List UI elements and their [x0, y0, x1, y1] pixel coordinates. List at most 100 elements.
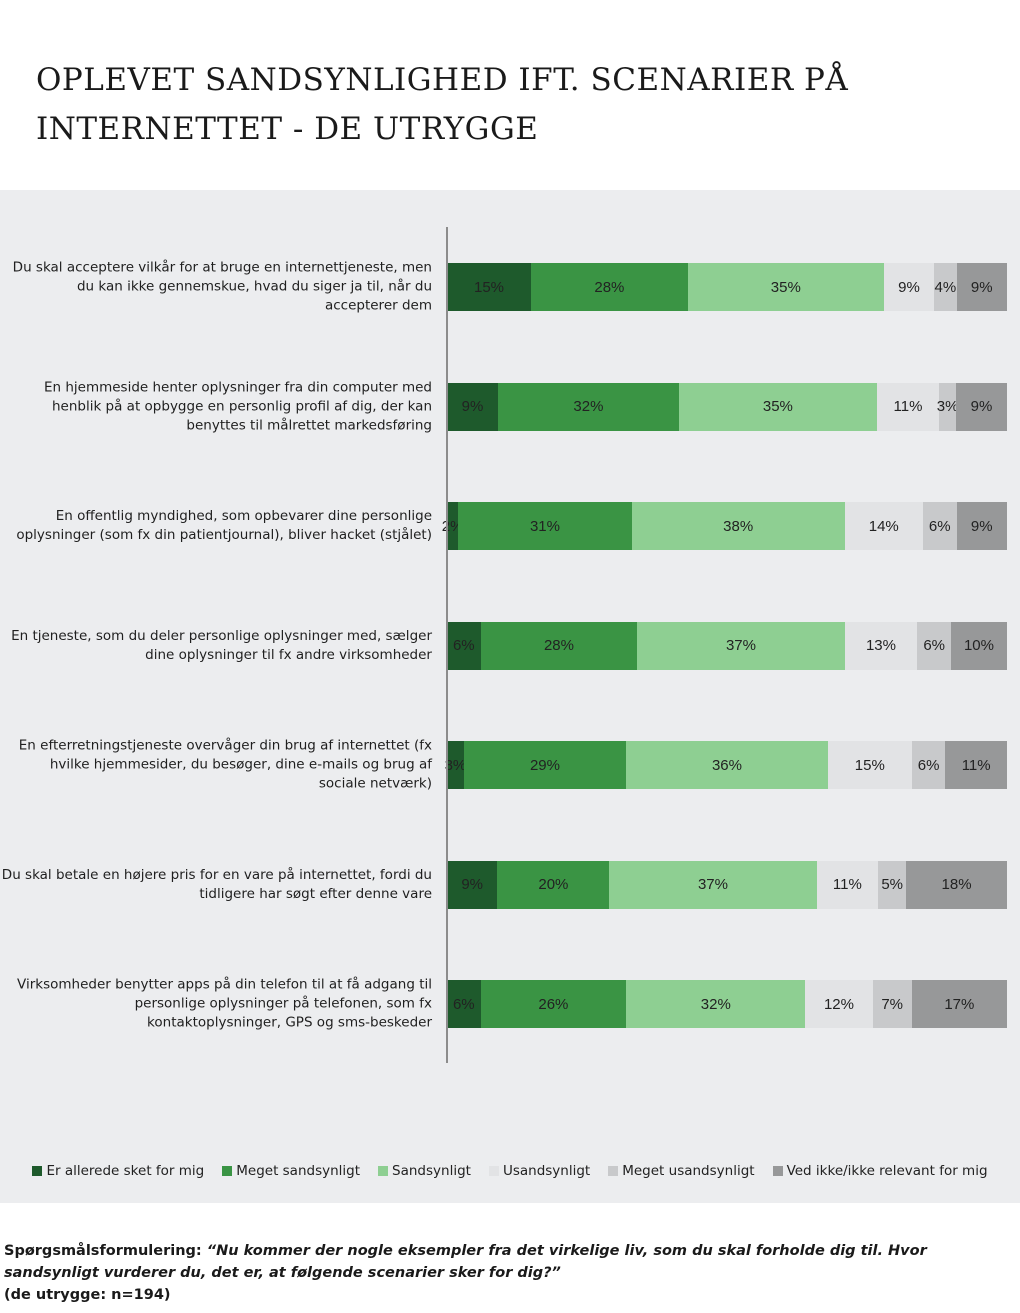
- legend-swatch: [488, 1166, 499, 1176]
- bar-segment: 18%: [906, 860, 1007, 909]
- bar-segment: 9%: [447, 382, 498, 431]
- category-label: En tjeneste, som du deler personlige opl…: [11, 627, 432, 663]
- legend-swatch: [772, 1166, 783, 1176]
- bar-segment: 20%: [497, 860, 610, 909]
- bar-row: 15% 28% 35% 9% 4% 9%: [447, 263, 1007, 311]
- bar-segment: 2%: [442, 502, 463, 550]
- data-label: 37%: [697, 876, 728, 893]
- bar-segment: 13%: [844, 621, 918, 670]
- data-label: 6%: [923, 637, 946, 654]
- data-label: 9%: [970, 398, 993, 415]
- legend-item: Sandsynligt: [378, 1163, 471, 1179]
- data-label: 17%: [944, 995, 975, 1013]
- question-text: “Nu kommer der nogle eksempler fra det v…: [4, 1243, 927, 1281]
- bar-segment: 37%: [637, 621, 845, 670]
- bar-segment: 3%: [936, 382, 959, 431]
- legend-swatch: [378, 1166, 389, 1176]
- data-label: 11%: [832, 876, 862, 893]
- legend-item: Meget sandsynligt: [222, 1163, 360, 1179]
- bar-row: 6% 28% 37% 13% 6% 10%: [447, 621, 1007, 670]
- data-label: 15%: [854, 756, 885, 774]
- legend-label: Usandsynligt: [502, 1163, 591, 1179]
- data-label: 36%: [711, 756, 742, 774]
- bar-segment: 32%: [497, 382, 679, 431]
- question-footer: Spørgsmålsformulering: “Nu kommer der no…: [4, 1240, 1004, 1306]
- legend-label: Er allerede sket for mig: [46, 1163, 205, 1179]
- data-label: 9%: [461, 876, 484, 893]
- chart-legend: Er allerede sket for mig Meget sandsynlig…: [0, 1163, 1020, 1179]
- bar-segment: 28%: [480, 621, 638, 670]
- bar-segment: 35%: [678, 382, 877, 431]
- data-label: 29%: [529, 756, 560, 774]
- legend-item: Meget usandsynligt: [608, 1163, 755, 1179]
- legend-item: Usandsynligt: [488, 1163, 591, 1179]
- bar-row: 6% 26% 32% 12% 7% 17%: [447, 980, 1007, 1028]
- legend-label: Meget sandsynligt: [236, 1163, 361, 1179]
- data-label: 35%: [770, 278, 801, 296]
- bar-segment: 11%: [816, 860, 879, 909]
- bar-segment: 38%: [631, 502, 845, 550]
- bar-segment: 14%: [844, 502, 923, 550]
- data-label: 3%: [936, 398, 959, 415]
- bar-row: 9% 32% 35% 11% 3% 9%: [447, 382, 1007, 431]
- y-axis-line: [446, 227, 448, 1063]
- bar-segment: 28%: [531, 263, 688, 311]
- bar-segment: 10%: [950, 621, 1007, 670]
- bar-segment: 9%: [447, 860, 498, 909]
- bar-segment: 6%: [922, 502, 957, 550]
- chart-title-line-1: OPLEVET SANDSYNLIGHED IFT. SCENARIER PÅ: [36, 62, 849, 98]
- data-label: 18%: [941, 876, 972, 893]
- bar-segment: 15%: [447, 263, 531, 311]
- bar-row: 3% 29% 36% 15% 6% 11%: [444, 741, 1007, 789]
- bar-segment: 9%: [956, 263, 1007, 311]
- data-label: 9%: [970, 278, 993, 296]
- legend-label: Ved ikke/ikke relevant for mig: [786, 1163, 988, 1179]
- data-label: 15%: [473, 278, 505, 296]
- category-label: Virksomheder benytter apps på din telefo…: [17, 976, 432, 1031]
- data-label: 3%: [444, 756, 467, 774]
- data-label: 5%: [881, 876, 904, 893]
- data-label: 37%: [725, 637, 756, 654]
- chart-title: OPLEVET SANDSYNLIGHED IFT. SCENARIER PÅ …: [36, 56, 976, 154]
- data-label: 9%: [970, 517, 993, 535]
- data-label: 11%: [961, 756, 991, 774]
- data-label: 6%: [928, 517, 951, 535]
- question-label: Spørgsmålsformulering:: [4, 1243, 202, 1259]
- data-label: 6%: [917, 756, 940, 774]
- category-label: Du skal betale en højere pris for en var…: [1, 866, 432, 902]
- data-label: 6%: [452, 995, 475, 1013]
- bar-segment: 9%: [956, 502, 1007, 550]
- bar-segment: 9%: [883, 263, 935, 311]
- category-label: En offentlig myndighed, som opbevarer di…: [16, 508, 432, 543]
- legend-label: Sandsynligt: [392, 1163, 471, 1179]
- bar-segment: 6%: [447, 980, 481, 1028]
- data-label: 11%: [893, 398, 923, 415]
- data-label: 9%: [461, 398, 484, 415]
- data-label: 13%: [865, 637, 896, 654]
- bar-segment: 35%: [687, 263, 884, 311]
- bar-segment: 17%: [911, 980, 1007, 1028]
- legend-label: Meget usandsynligt: [622, 1163, 755, 1179]
- bar-segment: 12%: [805, 980, 873, 1028]
- bar-segment: 4%: [934, 263, 957, 311]
- data-label: 7%: [881, 995, 903, 1013]
- category-label: En efterretningstjeneste overvåger din b…: [18, 737, 432, 792]
- chart-title-line-2: INTERNETTET - DE UTRYGGE: [36, 111, 539, 147]
- data-label: 32%: [573, 398, 604, 415]
- bar-segment: 29%: [463, 741, 627, 789]
- data-label: 28%: [594, 278, 625, 296]
- bar-row: 9% 20% 37% 11% 5% 18%: [447, 860, 1007, 909]
- bar-segment: 36%: [626, 741, 828, 789]
- sample-base: (de utrygge: n=194): [4, 1287, 171, 1303]
- data-label: 20%: [538, 876, 569, 893]
- legend-item: Ved ikke/ikke relevant for mig: [772, 1163, 988, 1179]
- data-label: 6%: [452, 637, 475, 654]
- bar-segment: 6%: [447, 621, 481, 670]
- bar-segment: 26%: [480, 980, 627, 1028]
- bar-segment: 32%: [626, 980, 806, 1028]
- category-label: En hjemmeside henter oplysninger fra din…: [43, 379, 432, 433]
- data-label: 26%: [538, 995, 569, 1013]
- bar-row: 2% 31% 38% 14% 6% 9%: [442, 502, 1007, 550]
- data-label: 9%: [898, 278, 920, 296]
- chart-panel: [0, 190, 1020, 1203]
